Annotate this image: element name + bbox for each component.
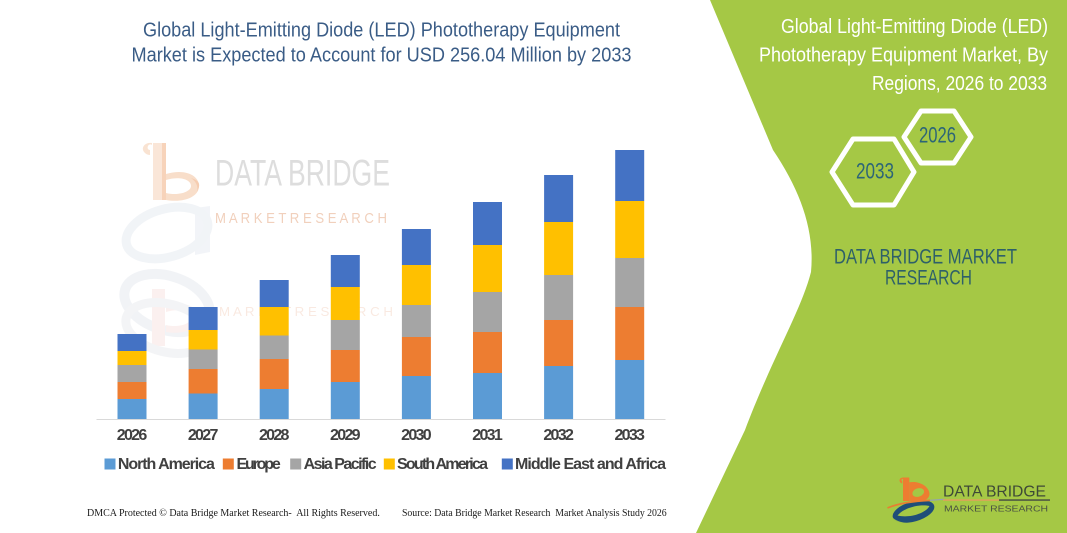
svg-text:RESEARCH: RESEARCH <box>885 267 972 290</box>
svg-text:Phototherapy Equipment Market,: Phototherapy Equipment Market, By <box>759 45 1048 67</box>
svg-text:M A R K E T R E S E A R C H: M A R K E T R E S E A R C H <box>215 210 387 227</box>
svg-text:Europe: Europe <box>237 456 281 473</box>
svg-text:2032: 2032 <box>543 427 574 444</box>
svg-text:Market is Expected to Account: Market is Expected to Account for USD 25… <box>132 45 632 67</box>
svg-text:2031: 2031 <box>472 427 503 444</box>
svg-text:South America: South America <box>397 456 488 473</box>
svg-text:Regions, 2026 to 2033: Regions, 2026 to 2033 <box>872 73 1047 95</box>
svg-text:Global Light-Emitting Diode (L: Global Light-Emitting Diode (LED) <box>781 16 1048 38</box>
svg-text:DATA BRIDGE: DATA BRIDGE <box>215 153 390 194</box>
svg-text:Asia Pacific: Asia Pacific <box>304 456 377 473</box>
svg-text:Middle East and Africa: Middle East and Africa <box>515 456 666 473</box>
svg-text:2026: 2026 <box>117 427 148 444</box>
svg-text:DATA BRIDGE: DATA BRIDGE <box>943 484 1046 501</box>
svg-text:North America: North America <box>118 456 215 473</box>
svg-text:2028: 2028 <box>259 427 290 444</box>
svg-text:2029: 2029 <box>330 427 361 444</box>
svg-text:2033: 2033 <box>856 159 894 184</box>
svg-text:2030: 2030 <box>401 427 432 444</box>
svg-text:Global Light-Emitting Diode (L: Global Light-Emitting Diode (LED) Photot… <box>143 20 620 42</box>
svg-text:DATA BRIDGE MARKET: DATA BRIDGE MARKET <box>834 246 1017 269</box>
svg-text:MARKET RESEARCH: MARKET RESEARCH <box>944 505 1048 514</box>
svg-text:2027: 2027 <box>188 427 219 444</box>
svg-text:2033: 2033 <box>614 427 645 444</box>
svg-text:2026: 2026 <box>919 123 956 148</box>
